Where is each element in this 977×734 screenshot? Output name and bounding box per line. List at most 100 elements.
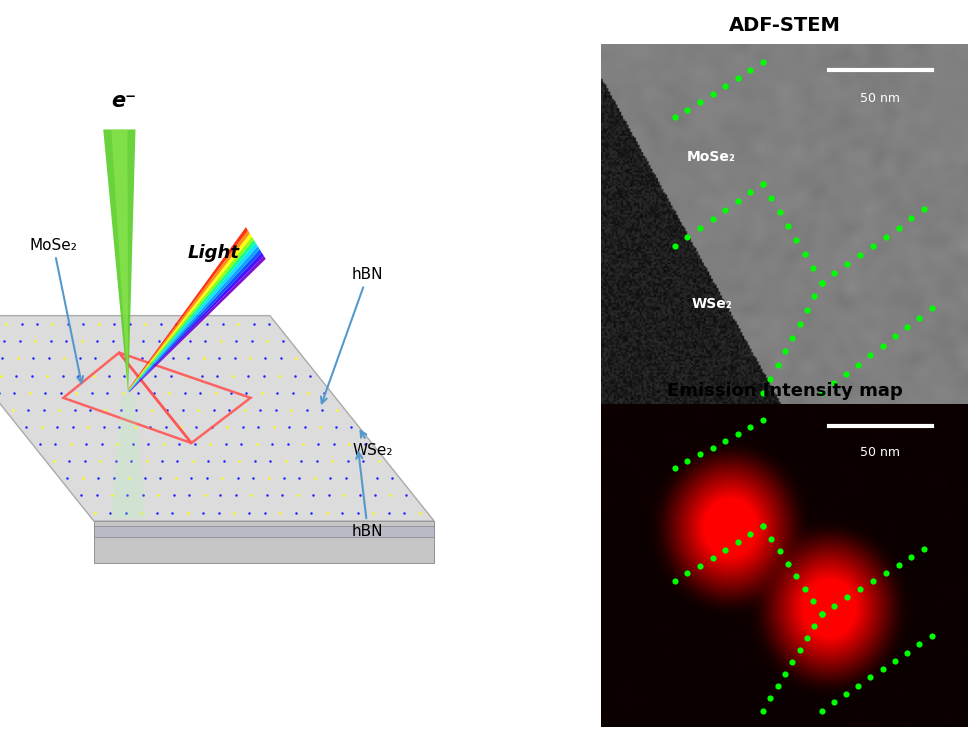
Point	[776, 668, 791, 680]
Point	[813, 387, 828, 399]
Point	[666, 575, 682, 587]
Point	[903, 213, 918, 225]
Point	[922, 302, 938, 314]
Point	[877, 567, 893, 579]
Point	[922, 631, 938, 642]
Polygon shape	[110, 393, 146, 518]
Point	[679, 567, 695, 579]
Polygon shape	[94, 521, 434, 563]
Point	[911, 639, 926, 650]
Point	[716, 544, 732, 556]
Point	[826, 600, 841, 611]
Point	[742, 528, 757, 540]
Point	[813, 608, 828, 619]
Point	[899, 647, 914, 658]
Point	[754, 57, 770, 68]
Point	[769, 360, 785, 371]
Point	[851, 250, 867, 261]
Text: Light: Light	[188, 244, 239, 262]
Point	[813, 608, 828, 619]
Point	[716, 80, 732, 92]
Point	[780, 220, 795, 232]
Point	[890, 222, 906, 233]
Polygon shape	[128, 227, 247, 390]
Point	[784, 656, 799, 668]
Point	[754, 387, 770, 399]
Point	[754, 414, 770, 426]
Text: MoSe₂: MoSe₂	[687, 150, 735, 164]
Point	[862, 349, 877, 361]
Point	[692, 560, 707, 572]
Polygon shape	[129, 255, 266, 392]
Text: e⁻: e⁻	[111, 91, 137, 111]
Point	[776, 346, 791, 357]
Point	[754, 178, 770, 189]
Point	[771, 545, 786, 557]
Point	[862, 672, 877, 683]
Point	[804, 595, 820, 607]
Point	[771, 206, 786, 218]
Point	[813, 608, 828, 619]
Polygon shape	[129, 250, 262, 392]
Point	[729, 428, 744, 440]
Point	[679, 456, 695, 468]
Point	[784, 332, 799, 344]
Point	[890, 559, 906, 571]
Point	[790, 644, 806, 656]
Polygon shape	[129, 252, 264, 392]
Point	[915, 203, 931, 215]
Polygon shape	[94, 526, 434, 537]
Point	[790, 318, 806, 330]
Point	[692, 222, 707, 234]
Polygon shape	[129, 246, 260, 391]
Point	[873, 340, 889, 352]
Text: 50 nm: 50 nm	[860, 92, 899, 105]
Point	[837, 368, 853, 379]
Point	[915, 543, 931, 555]
Point	[729, 72, 744, 84]
Point	[763, 192, 779, 203]
Polygon shape	[0, 316, 434, 521]
Point	[899, 321, 914, 333]
Point	[804, 263, 820, 275]
Point	[780, 558, 795, 570]
Point	[798, 632, 814, 644]
Point	[769, 680, 785, 692]
Point	[692, 96, 707, 108]
Polygon shape	[128, 233, 251, 390]
Point	[796, 248, 812, 260]
Point	[742, 421, 757, 432]
Point	[813, 277, 828, 288]
Point	[837, 688, 853, 700]
Point	[692, 448, 707, 460]
Point	[762, 373, 778, 385]
Point	[873, 664, 889, 675]
Point	[763, 533, 779, 545]
Polygon shape	[128, 230, 249, 390]
Point	[754, 705, 770, 716]
Point	[851, 584, 867, 595]
Point	[813, 705, 828, 716]
Point	[666, 240, 682, 252]
Text: MoSe₂: MoSe₂	[29, 238, 83, 382]
Point	[679, 103, 695, 115]
Point	[850, 359, 866, 371]
Point	[813, 277, 828, 288]
Point	[716, 204, 732, 216]
Point	[796, 583, 812, 595]
Text: WSe₂: WSe₂	[691, 297, 731, 311]
Polygon shape	[128, 243, 258, 391]
Point	[903, 551, 918, 563]
Polygon shape	[128, 236, 254, 390]
Point	[666, 112, 682, 123]
Point	[704, 552, 720, 564]
Point	[911, 312, 926, 324]
Point	[838, 592, 854, 603]
Polygon shape	[128, 240, 256, 391]
Point	[838, 258, 854, 270]
Point	[864, 575, 879, 587]
Point	[826, 268, 841, 280]
Point	[850, 680, 866, 691]
Point	[805, 291, 821, 302]
Point	[716, 435, 732, 446]
